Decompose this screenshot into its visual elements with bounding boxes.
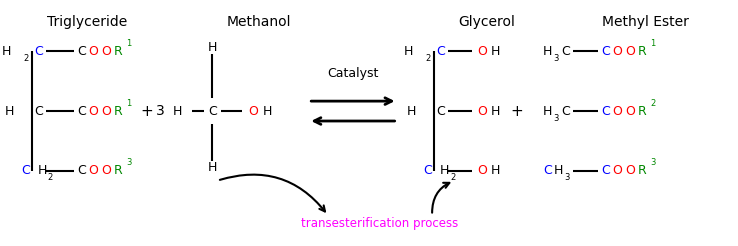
Text: R: R [638,45,647,58]
Text: O: O [89,105,98,118]
Text: 2: 2 [650,99,655,108]
Text: +: + [510,104,523,119]
Text: Catalyst: Catalyst [327,67,379,80]
Text: C: C [601,105,610,118]
Text: H: H [440,164,449,177]
Text: H: H [554,164,563,177]
Text: O: O [613,45,622,58]
Text: H: H [404,45,413,58]
Text: transesterification process: transesterification process [301,217,458,230]
Text: 2: 2 [450,173,455,182]
Text: Triglyceride: Triglyceride [47,15,128,29]
Text: C: C [436,45,445,58]
Text: H: H [1,45,11,58]
Text: C: C [561,45,570,58]
Text: H: H [543,105,553,118]
Text: 3: 3 [553,113,559,123]
Text: R: R [638,164,647,177]
Text: R: R [114,45,123,58]
Text: H: H [4,105,14,118]
Text: 2: 2 [48,173,53,182]
Text: +: + [140,104,154,119]
Text: 3: 3 [564,173,569,182]
Text: O: O [89,45,98,58]
Text: O: O [625,45,635,58]
Text: O: O [248,105,258,118]
Text: C: C [34,105,43,118]
Text: 2: 2 [425,54,430,63]
Text: C: C [21,164,30,177]
Text: R: R [638,105,647,118]
Text: C: C [436,105,445,118]
Text: O: O [101,105,111,118]
Text: H: H [38,164,47,177]
Text: O: O [101,45,111,58]
Text: O: O [625,105,635,118]
Text: H: H [207,41,217,54]
Text: 3: 3 [650,158,655,167]
Text: H: H [263,105,272,118]
Text: C: C [77,105,86,118]
Text: O: O [477,45,486,58]
Text: C: C [543,164,552,177]
Text: 2: 2 [23,54,28,63]
Text: O: O [613,164,622,177]
Text: H: H [491,45,500,58]
Text: C: C [601,45,610,58]
Text: O: O [89,164,98,177]
Text: O: O [613,105,622,118]
Text: O: O [625,164,635,177]
Text: 3: 3 [553,54,559,63]
Text: C: C [77,45,86,58]
Text: Methanol: Methanol [227,15,291,29]
Text: Methyl Ester: Methyl Ester [601,15,689,29]
Text: 3: 3 [126,158,131,167]
Text: O: O [101,164,111,177]
Text: O: O [477,164,486,177]
Text: C: C [601,164,610,177]
Text: O: O [477,105,486,118]
Text: 3: 3 [156,104,165,118]
Text: 1: 1 [650,39,655,48]
Text: R: R [114,164,123,177]
Text: 1: 1 [126,99,131,108]
Text: C: C [34,45,43,58]
Text: R: R [114,105,123,118]
Text: H: H [207,161,217,174]
Text: H: H [407,105,416,118]
Text: C: C [561,105,570,118]
Text: C: C [77,164,86,177]
Text: C: C [208,105,217,118]
Text: H: H [491,164,500,177]
Text: 1: 1 [126,39,131,48]
Text: H: H [173,105,182,118]
Text: C: C [424,164,432,177]
Text: H: H [543,45,553,58]
Text: Glycerol: Glycerol [458,15,515,29]
Text: H: H [491,105,500,118]
